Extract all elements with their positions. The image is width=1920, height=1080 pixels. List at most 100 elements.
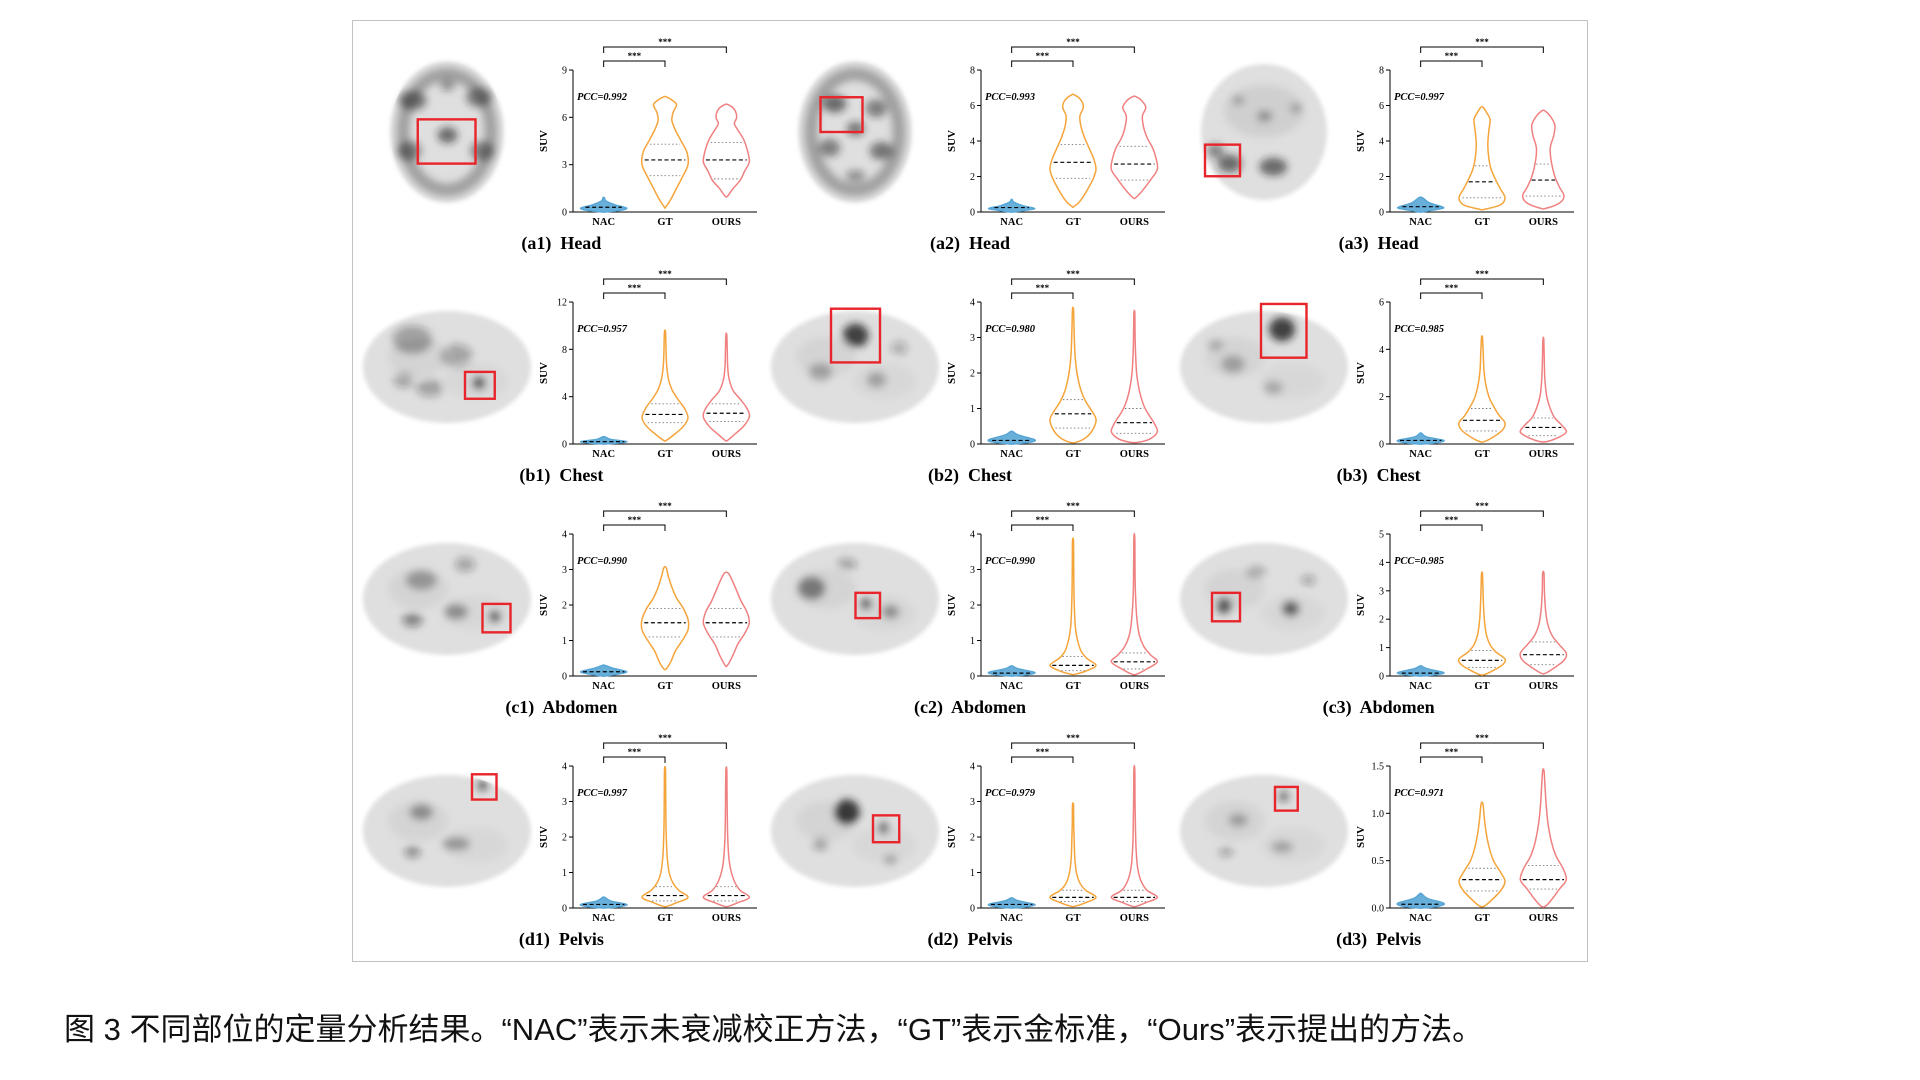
category-label-nac: NAC bbox=[1001, 681, 1024, 692]
violin-plot-c1: 0 1 2 3 4 SUV NAC GT OURS PCC=0.990 *** *** bbox=[535, 496, 763, 696]
category-label-ours: OURS bbox=[712, 217, 741, 228]
significance-bracket bbox=[1420, 524, 1483, 531]
significance-bracket bbox=[602, 756, 666, 763]
significance-stars: *** bbox=[1475, 501, 1489, 511]
pcc-label: PCC=0.990 bbox=[577, 556, 628, 567]
panel-label-d2: (d2) Pelvis bbox=[927, 929, 1013, 949]
category-label-ours: OURS bbox=[1529, 681, 1558, 692]
category-label-gt: GT bbox=[657, 217, 672, 228]
roi-box bbox=[1273, 785, 1300, 812]
y-tick-label: 4 bbox=[562, 762, 567, 773]
y-tick-label: 0 bbox=[1379, 440, 1384, 451]
violin-ours bbox=[702, 766, 750, 908]
y-tick-label: 0 bbox=[562, 672, 567, 683]
violin-chart-svg: 0 2 4 6 SUV NAC GT OURS PCC=0.985 *** *** bbox=[1355, 269, 1575, 460]
violin-chart-svg: 0 3 6 9 SUV NAC GT OURS PCC=0.992 *** *** bbox=[538, 37, 757, 228]
significance-bracket bbox=[602, 46, 727, 53]
y-tick-label: 1 bbox=[562, 636, 567, 647]
category-label-nac: NAC bbox=[1409, 913, 1432, 924]
violin-ours bbox=[1111, 532, 1159, 676]
y-tick-label: 6 bbox=[1379, 298, 1384, 309]
pcc-label: PCC=0.990 bbox=[985, 556, 1036, 567]
y-axis-label: SUV bbox=[538, 826, 550, 848]
y-tick-label: 4 bbox=[970, 137, 975, 148]
y-axis-label: SUV bbox=[1355, 362, 1367, 384]
violin-plot-c2: 0 1 2 3 4 SUV NAC GT OURS PCC=0.990 *** *** bbox=[943, 496, 1171, 696]
category-label-gt: GT bbox=[1475, 913, 1490, 924]
violin-gt bbox=[1458, 105, 1506, 211]
category-label-nac: NAC bbox=[1001, 449, 1024, 460]
violin-nac bbox=[579, 664, 628, 677]
category-label-ours: OURS bbox=[1529, 913, 1558, 924]
violin-chart-svg: 0 2 4 6 8 SUV NAC GT OURS PCC=0.997 *** *** bbox=[1355, 37, 1575, 228]
roi-box bbox=[872, 814, 901, 844]
violin-ours bbox=[702, 571, 750, 668]
violin-gt bbox=[640, 95, 689, 210]
panel-c1: 0 1 2 3 4 SUV NAC GT OURS PCC=0.990 *** *** (c1) Ab… bbox=[357, 491, 766, 723]
panel-d3: 0.0 0.5 1.0 1.5 SUV NAC GT OURS PCC=0.971 *** *** … bbox=[1174, 723, 1583, 955]
significance-stars: *** bbox=[658, 269, 672, 279]
significance-stars: *** bbox=[627, 747, 641, 757]
panel-b1: 0 4 8 12 SUV NAC GT OURS PCC=0.957 *** *** (b1) Ch… bbox=[357, 259, 766, 491]
violin-ours bbox=[1110, 309, 1159, 444]
scan-structures bbox=[796, 799, 917, 865]
violin-chart-svg: 0 1 2 3 4 SUV NAC GT OURS PCC=0.979 *** *** bbox=[946, 733, 1166, 924]
pet-scan-svg bbox=[1201, 64, 1328, 200]
significance-bracket bbox=[1420, 46, 1544, 53]
y-tick-label: 0 bbox=[1379, 672, 1384, 683]
significance-stars: *** bbox=[1475, 269, 1489, 279]
violin-chart-svg: 0 2 4 6 8 SUV NAC GT OURS PCC=0.993 *** *** bbox=[946, 37, 1166, 228]
y-axis-label: SUV bbox=[1355, 130, 1367, 152]
violin-nac bbox=[1396, 892, 1446, 909]
significance-bracket bbox=[1420, 60, 1483, 67]
significance-stars: *** bbox=[658, 37, 672, 47]
pet-scan-d2 bbox=[768, 749, 943, 907]
category-label-gt: GT bbox=[1066, 913, 1081, 924]
violin-gt bbox=[1049, 93, 1098, 209]
y-axis-label: SUV bbox=[946, 362, 958, 384]
figure-caption: 图 3 不同部位的定量分析结果。“NAC”表示未衰减校正方法，“GT”表示金标准… bbox=[64, 1012, 1484, 1047]
category-label-gt: GT bbox=[1475, 681, 1490, 692]
category-label-gt: GT bbox=[1475, 449, 1490, 460]
pcc-label: PCC=0.985 bbox=[1394, 556, 1444, 567]
significance-stars: *** bbox=[1445, 515, 1459, 525]
significance-bracket bbox=[602, 742, 727, 749]
y-tick-label: 12 bbox=[557, 298, 567, 309]
category-label-nac: NAC bbox=[1001, 217, 1024, 228]
y-tick-label: 0 bbox=[970, 208, 975, 219]
y-tick-label: 2 bbox=[1379, 392, 1384, 403]
panel-c3: 0 1 2 3 4 5 SUV NAC GT OURS PCC=0.985 *** *** (c3) A… bbox=[1174, 491, 1583, 723]
y-axis-label: SUV bbox=[946, 594, 958, 616]
pet-scan-d1 bbox=[360, 749, 535, 907]
scan-body bbox=[1180, 311, 1349, 423]
y-axis-label: SUV bbox=[946, 130, 958, 152]
violin-nac bbox=[579, 896, 628, 909]
category-label-nac: NAC bbox=[592, 449, 615, 460]
scan-body bbox=[1180, 543, 1349, 655]
y-tick-label: 1 bbox=[970, 868, 975, 879]
y-tick-label: 0.0 bbox=[1372, 904, 1385, 915]
significance-bracket bbox=[1420, 278, 1544, 285]
significance-stars: *** bbox=[1445, 51, 1459, 61]
category-label-gt: GT bbox=[1066, 449, 1081, 460]
panel-label-b2: (b2) Chest bbox=[927, 465, 1012, 485]
pcc-label: PCC=0.992 bbox=[577, 92, 628, 103]
y-tick-label: 8 bbox=[970, 66, 975, 77]
y-axis-label: SUV bbox=[1355, 594, 1367, 616]
y-tick-label: 2 bbox=[970, 601, 975, 612]
violin-ours bbox=[702, 103, 750, 198]
y-tick-label: 6 bbox=[562, 113, 567, 124]
y-tick-label: 3 bbox=[970, 565, 975, 576]
significance-bracket bbox=[1011, 46, 1136, 53]
y-tick-label: 4 bbox=[970, 530, 975, 541]
significance-stars: *** bbox=[658, 733, 672, 743]
category-label-ours: OURS bbox=[1120, 681, 1149, 692]
scan-body bbox=[362, 775, 531, 887]
significance-bracket bbox=[1420, 742, 1544, 749]
category-label-ours: OURS bbox=[1529, 217, 1558, 228]
scan-structures bbox=[804, 67, 906, 197]
violin-gt bbox=[1049, 306, 1098, 444]
pcc-label: PCC=0.985 bbox=[1394, 324, 1444, 335]
violin-gt bbox=[641, 329, 689, 442]
roi-box bbox=[854, 591, 882, 620]
